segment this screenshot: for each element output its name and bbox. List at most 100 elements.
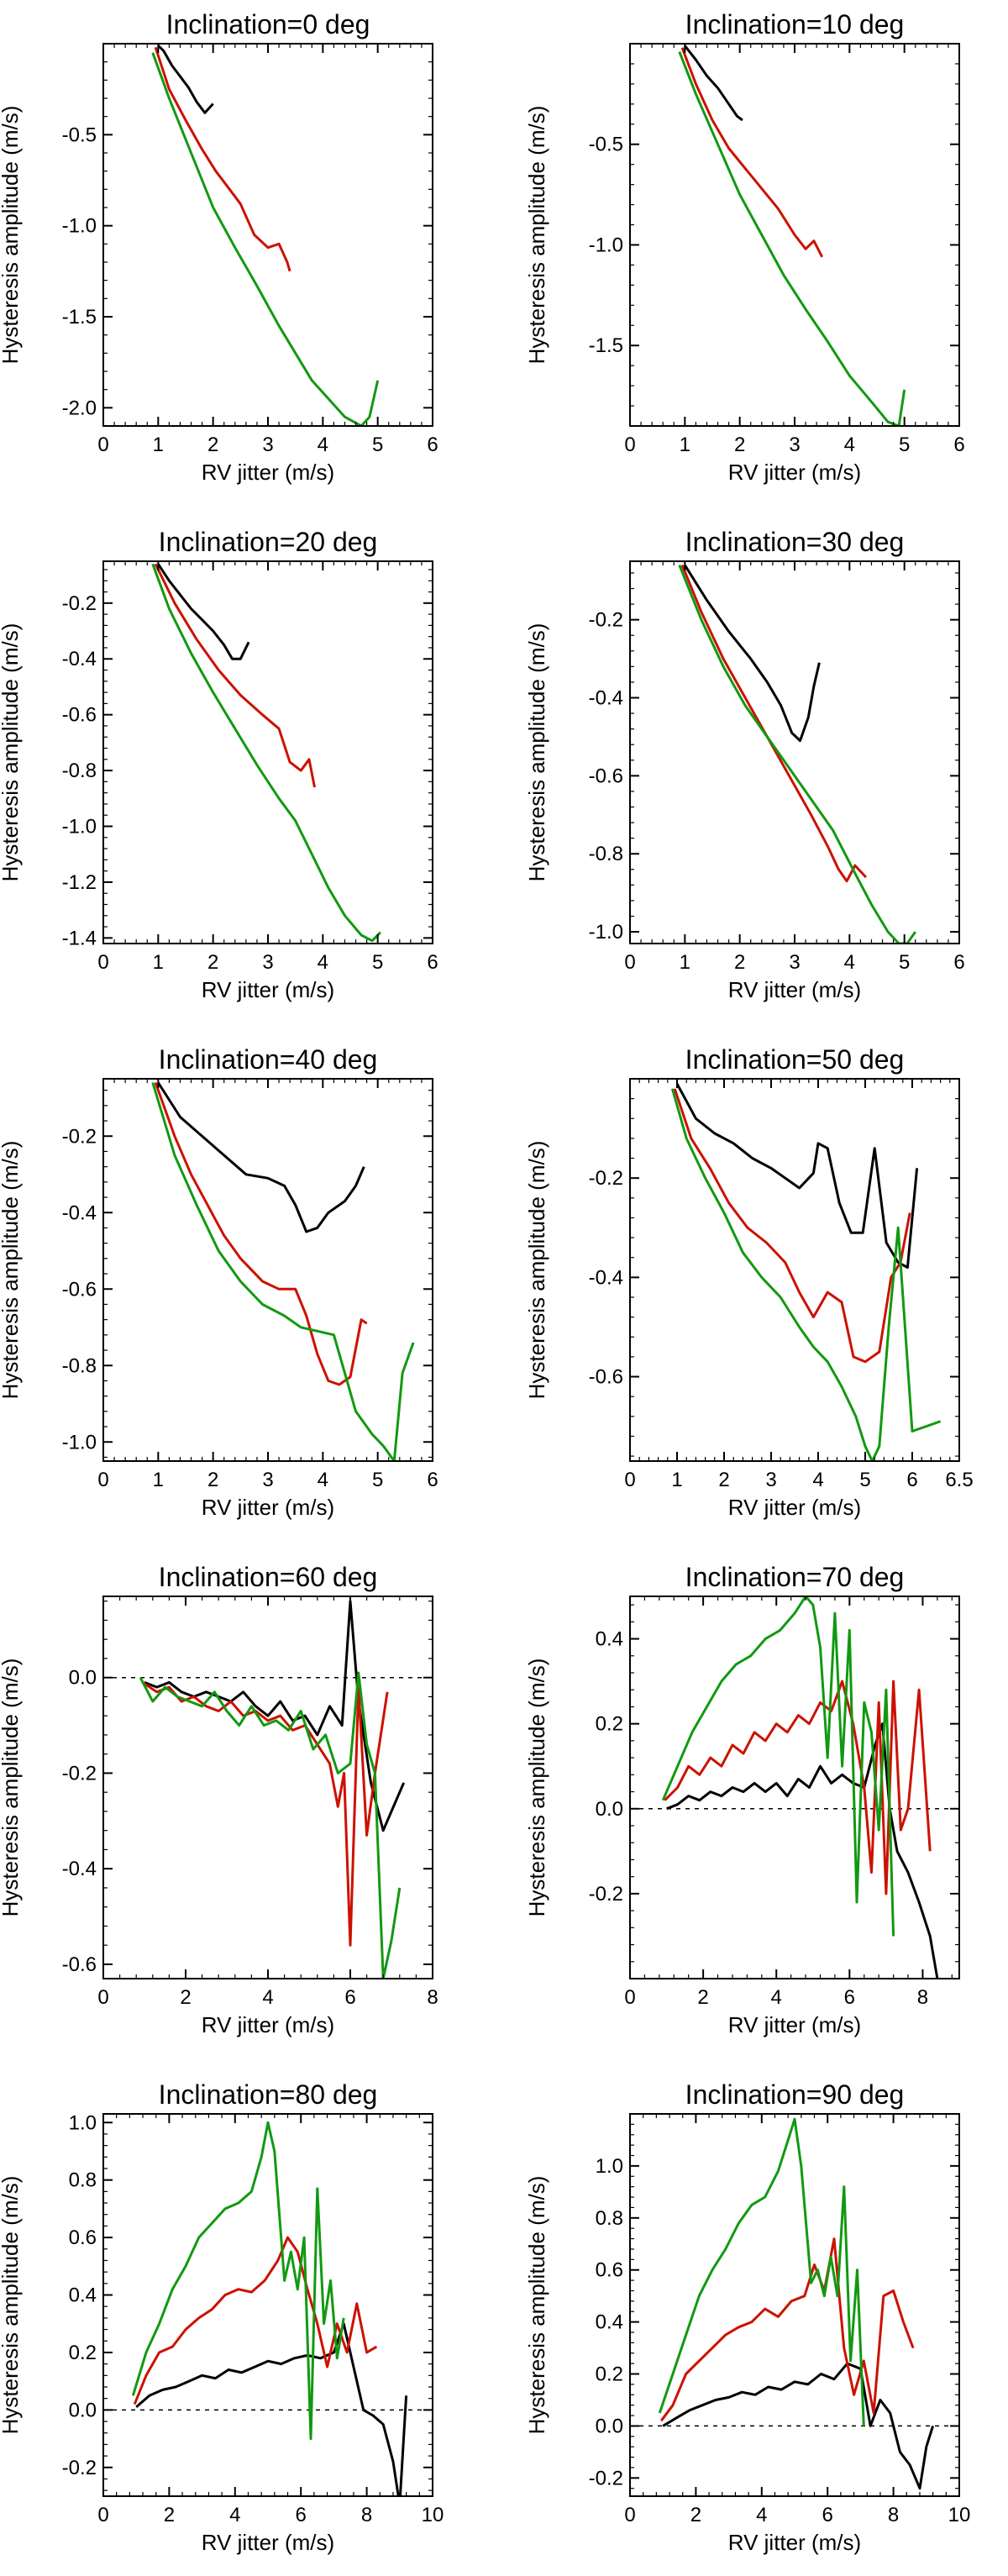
x-tick-label: 5 <box>899 951 910 974</box>
y-axis-label: Hysteresis amplitude (m/s) <box>0 1659 23 1917</box>
x-tick-label: 4 <box>229 2504 240 2526</box>
series-line-black <box>684 45 743 122</box>
series-line-red <box>680 47 824 258</box>
x-tick-label: 3 <box>789 434 800 456</box>
plot-frame <box>629 1596 960 1979</box>
chart-title: Inclination=50 deg <box>685 1044 905 1075</box>
y-tick-label: -0.8 <box>62 760 97 782</box>
x-tick-label: 2 <box>207 951 218 974</box>
plot-frame <box>102 1078 433 1462</box>
series-line-green <box>678 565 916 944</box>
x-tick-label: 2 <box>697 1986 708 2009</box>
x-axis-label: RV jitter (m/s) <box>728 2530 861 2555</box>
y-tick-label: -0.4 <box>62 1858 97 1880</box>
x-tick-label: 4 <box>318 1469 328 1491</box>
x-tick-label: 3 <box>789 951 800 974</box>
x-tick-label: 8 <box>917 1986 928 2009</box>
y-tick-label: -0.2 <box>62 1125 97 1148</box>
series-line-green <box>131 2121 345 2441</box>
x-tick-label: 0 <box>624 951 635 974</box>
y-tick-label: 0.8 <box>69 2169 97 2192</box>
x-axis-label: RV jitter (m/s) <box>202 977 334 1002</box>
x-tick-label: 6 <box>844 1986 855 2009</box>
x-tick-label: 5 <box>372 1469 383 1491</box>
x-tick-label: 2 <box>207 434 218 456</box>
x-tick-label: 6 <box>427 951 438 974</box>
y-tick-label: 0.2 <box>596 1713 623 1736</box>
x-tick-label: 6 <box>427 1469 438 1491</box>
chart-panel-7: Inclination=60 deg RV jitter (m/s) Hystere… <box>0 1562 438 2037</box>
series-line-black <box>157 563 250 660</box>
y-tick-label: -0.5 <box>62 124 97 146</box>
series-line-green <box>151 1082 415 1461</box>
y-tick-label: -1.0 <box>589 234 623 256</box>
series-line-red <box>680 565 867 883</box>
x-axis-label: RV jitter (m/s) <box>728 2012 861 2037</box>
x-tick-label: 5 <box>372 434 383 456</box>
x-axis-label: RV jitter (m/s) <box>202 460 334 485</box>
series-line-red <box>141 1681 389 1947</box>
y-tick-label: -0.6 <box>62 704 97 727</box>
y-tick-label: -0.2 <box>589 1883 623 1906</box>
x-tick-label: 2 <box>718 1469 729 1491</box>
series-line-green <box>139 1671 402 1979</box>
series-line-red <box>154 563 316 788</box>
y-tick-label: -1.5 <box>589 334 623 357</box>
x-tick-label: 0 <box>624 2504 635 2526</box>
x-tick-label: 1 <box>671 1469 682 1491</box>
series-line-black <box>144 1600 406 1832</box>
series-line-green <box>151 52 380 426</box>
x-tick-label: 8 <box>427 1986 438 2009</box>
y-tick-label: -1.0 <box>62 215 97 238</box>
y-tick-label: 0.0 <box>596 2415 623 2437</box>
y-tick-label: -1.0 <box>589 921 623 944</box>
series-line-green <box>151 563 381 943</box>
y-tick-label: -0.2 <box>589 609 623 632</box>
x-tick-label: 2 <box>690 2504 701 2526</box>
x-tick-label: 5 <box>899 434 910 456</box>
series-line-green <box>661 1596 895 1937</box>
series-line-black <box>684 564 821 743</box>
chart-title: Inclination=0 deg <box>166 9 370 39</box>
series-line-red <box>673 1088 911 1364</box>
x-tick-label: 0 <box>624 1986 635 2009</box>
x-tick-label: 8 <box>888 2504 899 2526</box>
x-tick-label: 6 <box>906 1469 917 1491</box>
chart-panel-2: Inclination=10 deg RV jitter (m/s) Hystere… <box>524 9 965 485</box>
y-axis-label: Hysteresis amplitude (m/s) <box>524 2176 549 2435</box>
x-tick-label: 3 <box>262 434 273 456</box>
y-tick-label: 0.4 <box>596 1628 623 1651</box>
plot-frame <box>102 2113 433 2497</box>
x-tick-label: 6 <box>296 2504 307 2526</box>
x-tick-label: 0 <box>97 434 108 456</box>
x-tick-label: 0 <box>624 1469 635 1491</box>
x-tick-label: 0 <box>624 434 635 456</box>
x-tick-label: 4 <box>844 951 855 974</box>
y-tick-label: 0.2 <box>596 2363 623 2386</box>
y-tick-label: -0.6 <box>62 1278 97 1301</box>
y-tick-label: -2.0 <box>62 397 97 419</box>
x-tick-label: 10 <box>422 2504 444 2526</box>
x-axis-label: RV jitter (m/s) <box>202 2530 334 2555</box>
x-tick-label: 6 <box>953 951 964 974</box>
chart-panel-10: Inclination=90 deg RV jitter (m/s) Hystere… <box>524 2079 970 2555</box>
chart-panel-1: Inclination=0 deg RV jitter (m/s) Hysteres… <box>0 9 438 485</box>
x-tick-label: 3 <box>262 1469 273 1491</box>
y-tick-label: -0.2 <box>62 2457 97 2479</box>
x-tick-label: 3 <box>262 951 273 974</box>
series-line-red <box>154 46 291 272</box>
y-tick-label: 0.6 <box>596 2259 623 2282</box>
y-tick-label: -0.2 <box>62 592 97 615</box>
x-tick-label: 4 <box>262 1986 273 2009</box>
y-tick-label: 0.6 <box>69 2226 97 2249</box>
x-tick-label: 5 <box>859 1469 870 1491</box>
chart-panel-9: Inclination=80 deg RV jitter (m/s) Hystere… <box>0 2079 444 2555</box>
chart-title: Inclination=90 deg <box>685 2079 905 2110</box>
y-tick-label: -0.6 <box>62 1953 97 1976</box>
y-tick-label: -0.2 <box>589 1167 623 1190</box>
y-tick-label: -0.8 <box>62 1354 97 1377</box>
y-tick-label: -0.5 <box>589 134 623 156</box>
y-tick-label: -0.2 <box>62 1762 97 1785</box>
series-line-red <box>133 2236 378 2405</box>
x-axis-label: RV jitter (m/s) <box>728 1495 861 1520</box>
